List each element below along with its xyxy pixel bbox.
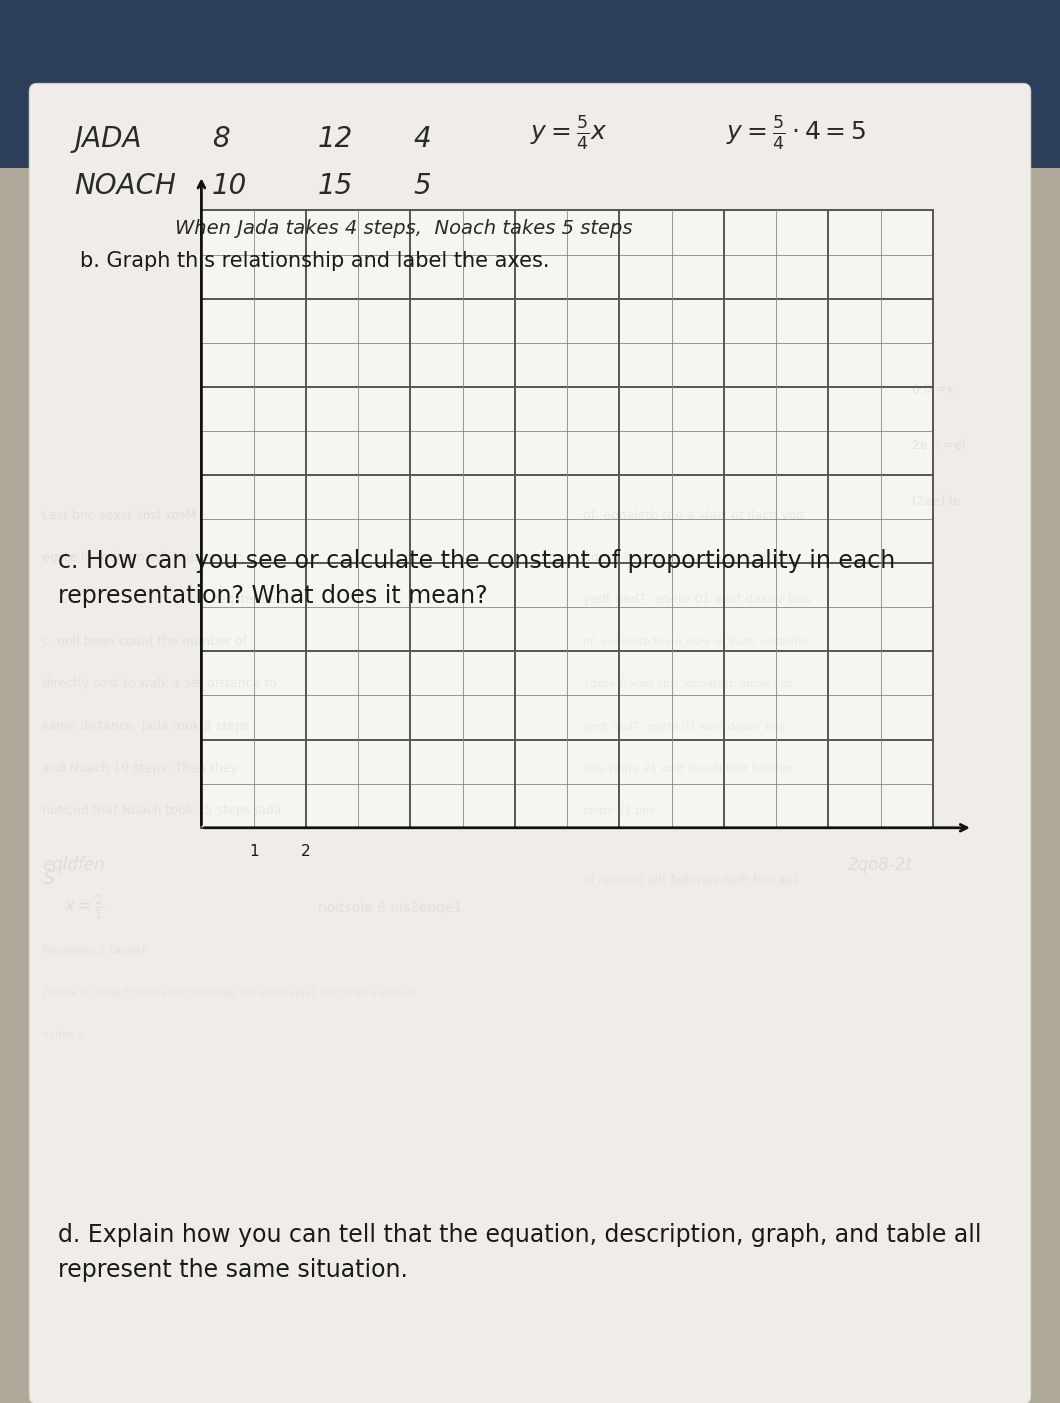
Text: 4: 4 xyxy=(413,125,431,153)
Text: 12: 12 xyxy=(318,125,353,153)
Bar xyxy=(0,0,1060,168)
Text: noticed that Noach took 15 steps Jada: noticed that Noach took 15 steps Jada xyxy=(42,804,282,817)
Text: 8: 8 xyxy=(212,125,230,153)
Text: Lest bno sexst sbsl xosM: Lest bno sexst sbsl xosM xyxy=(42,509,197,522)
Text: same distance, Jada took 8 steps: same distance, Jada took 8 steps xyxy=(42,720,250,732)
Text: c. How can you see or calculate the constant of proportionality in each: c. How can you see or calculate the cons… xyxy=(58,549,896,574)
Text: 15: 15 xyxy=(318,171,353,199)
Text: eqste lo redmun edt tnesen qen: eqste lo redmun edt tnesen qen xyxy=(42,551,244,564)
Text: 2: 2 xyxy=(301,843,311,859)
Text: d. Explain how you can tell that the equation, description, graph, and table all: d. Explain how you can tell that the equ… xyxy=(58,1222,982,1247)
Text: of reomun edt betunes nedt bns,ae2: of reomun edt betunes nedt bns,ae2 xyxy=(583,874,800,887)
Text: noitbe s: noitbe s xyxy=(42,1030,85,1040)
Text: 1: 1 xyxy=(249,843,259,859)
Text: c. noll.boon count the number of: c. noll.boon count the number of xyxy=(42,636,247,648)
Text: 5: 5 xyxy=(413,171,431,199)
Text: zeqte 21 bns: zeqte 21 bns xyxy=(583,805,655,815)
Text: b. Graph this relationship and label the axes.: b. Graph this relationship and label the… xyxy=(80,251,549,271)
Text: Pleuseleo 2 tanosT: Pleuseleo 2 tanosT xyxy=(42,946,147,955)
Text: $y = \frac{5}{4}x$: $y = \frac{5}{4}x$ xyxy=(530,114,607,152)
Text: 2qo8-2t: 2qo8-2t xyxy=(848,856,913,874)
Text: $y = \frac{5}{4} \cdot 4 = 5$: $y = \frac{5}{4} \cdot 4 = 5$ xyxy=(726,114,866,152)
Text: sbsl zeqte 21 xoot dasоN tsdt beoiton: sbsl zeqte 21 xoot dasоN tsdt beoiton xyxy=(583,763,794,773)
Bar xyxy=(0,168,1060,1403)
Text: representation? What does it mean?: representation? What does it mean? xyxy=(58,584,488,609)
Text: $x = \frac{2}{1}$: $x = \frac{2}{1}$ xyxy=(64,894,104,920)
Text: 2eulov to 2ilog E tseol etiw noitutsqe edt etneseiqe1 tsdt stab s etse1D: 2eulov to 2ilog E tseol etiw noitutsqe e… xyxy=(42,988,417,998)
Text: and Noach 10 steps. Then they: and Noach 10 steps. Then they xyxy=(42,762,238,774)
Text: 2qete 8 xoot sbsl ,eonatetb emse edt: 2qete 8 xoot sbsl ,eonatetb emse edt xyxy=(583,679,792,689)
Text: S: S xyxy=(42,868,55,888)
Text: 2e.h =el: 2e.h =el xyxy=(912,439,965,452)
Text: of .eonaletb tee a xlaw ot llach voit: of .eonaletb tee a xlaw ot llach voit xyxy=(583,509,805,522)
Text: noitsоle 6 nis2enqe1: noitsоle 6 nis2enqe1 xyxy=(318,901,462,915)
Text: (2ee) le: (2ee) le xyxy=(912,495,960,508)
Text: NOACH: NOACH xyxy=(74,171,176,199)
FancyBboxPatch shape xyxy=(29,83,1031,1403)
Text: JADA: JADA xyxy=(74,125,142,153)
Text: 10: 10 xyxy=(212,171,247,199)
Text: of .eonaletb tee a xlaw ot llach voitaetib: of .eonaletb tee a xlaw ot llach voitaet… xyxy=(583,637,808,647)
Text: 2qete 8 xoot sbsl ,eonatetb emse: 2qete 8 xoot sbsl ,eonatetb emse xyxy=(583,551,793,564)
Bar xyxy=(201,210,933,828)
Text: When Jada takes 4 steps,  Noach takes 5 steps: When Jada takes 4 steps, Noach takes 5 s… xyxy=(175,219,633,239)
Text: 6.0 =x: 6.0 =x xyxy=(912,383,954,396)
Text: yedt nedT .eqete 01 xoot dasoV bns: yedt nedT .eqete 01 xoot dasoV bns xyxy=(583,721,784,731)
Text: zeqste dasоN: zeqste dasоN xyxy=(212,593,297,606)
Text: eqldfen: eqldfen xyxy=(42,856,105,874)
Text: yedt nedT .eqete 01 xoot dasоV bns: yedt nedT .eqete 01 xoot dasоV bns xyxy=(583,593,810,606)
Text: directly cost to walk a set distance to: directly cost to walk a set distance to xyxy=(42,678,277,690)
Text: represent the same situation.: represent the same situation. xyxy=(58,1257,408,1282)
